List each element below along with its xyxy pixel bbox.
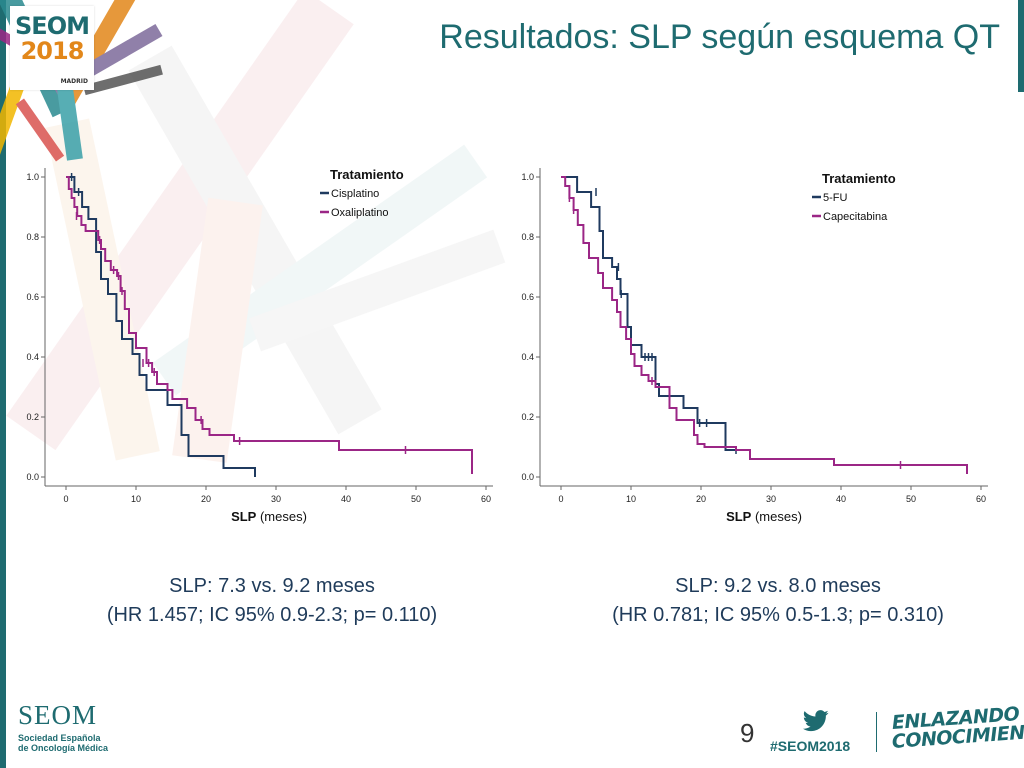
- logo-line-seom: SEOM: [15, 12, 90, 40]
- stats-right: SLP: 9.2 vs. 8.0 meses (HR 0.781; IC 95%…: [543, 572, 1013, 630]
- y-tick-label: 1.0: [26, 172, 39, 182]
- legend-label-oxaliplatino: Oxaliplatino: [331, 207, 388, 219]
- seom-society-logo: SEOM Sociedad Española de Oncología Médi…: [18, 700, 128, 756]
- stats-right-slp: SLP: 9.2 vs. 8.0 meses: [675, 575, 881, 597]
- page-number: 9: [740, 718, 755, 748]
- km-curve-cisplatino: [66, 176, 256, 477]
- seom-2018-logo: SEOM 2018 MADRID: [10, 6, 94, 90]
- stats-left-slp: SLP: 7.3 vs. 9.2 meses: [169, 575, 375, 597]
- km-chart-platino: 0.0 0.2 0.4 0.6 0.8 1.0 0 10 20 30 40 50 60 SLP (mese…: [25, 160, 495, 530]
- stats-left-hr: (HR 1.457; IC 95% 0.9-2.3; p= 0.110): [106, 604, 438, 626]
- x-tick-label: 10: [131, 494, 141, 504]
- stats-right-hr: (HR 0.781; IC 95% 0.5-1.3; p= 0.310): [612, 604, 944, 626]
- logo-line-city: MADRID: [60, 78, 88, 85]
- y-tick-label: 0.2: [26, 412, 39, 422]
- y-tick-label: 0.0: [521, 472, 534, 482]
- right-accent-bar: [1018, 0, 1024, 92]
- y-tick-label: 0.4: [26, 352, 39, 362]
- y-tick-label: 0.2: [521, 412, 534, 422]
- km-chart-platino-svg: 0.0 0.2 0.4 0.6 0.8 1.0 0 10 20 30 40 50 60 SLP (mese…: [26, 167, 493, 524]
- x-tick-label: 0: [558, 494, 563, 504]
- seom-logo-subtitle-2: de Oncología Médica: [18, 743, 109, 753]
- x-tick-label: 20: [201, 494, 211, 504]
- logo-line-year: 2018: [20, 37, 85, 65]
- y-tick-label: 0.0: [26, 472, 39, 482]
- x-axis-label: SLP (meses): [726, 509, 802, 524]
- x-tick-label: 30: [766, 494, 776, 504]
- legend-label-5-fu: 5-FU: [823, 192, 848, 204]
- event-hashtag: #SEOM2018: [770, 738, 851, 754]
- y-tick-label: 0.8: [26, 232, 39, 242]
- y-tick-label: 0.8: [521, 232, 534, 242]
- legend-title: Tratamiento: [330, 167, 404, 182]
- legend-label-cisplatino: Cisplatino: [331, 188, 379, 200]
- km-curve-5-fu: [561, 176, 736, 451]
- x-tick-label: 10: [626, 494, 636, 504]
- seom-logo-word: SEOM: [18, 700, 98, 730]
- y-tick-label: 0.6: [521, 292, 534, 302]
- decorative-background-shapes: [0, 0, 506, 463]
- y-tick-label: 0.6: [26, 292, 39, 302]
- seom-logo-subtitle-1: Sociedad Española: [18, 733, 101, 743]
- y-tick-label: 0.4: [521, 352, 534, 362]
- km-chart-fluoropirimidina: 0.0 0.2 0.4 0.6 0.8 1.0 0 10 20 30 40 50 60 SLP (mese…: [520, 160, 990, 530]
- twitter-icon: [803, 710, 829, 732]
- legend-label-capecitabina: Capecitabina: [823, 211, 888, 223]
- x-tick-label: 0: [63, 494, 68, 504]
- x-tick-label: 20: [696, 494, 706, 504]
- y-tick-label: 1.0: [521, 172, 534, 182]
- stats-left: SLP: 7.3 vs. 9.2 meses (HR 1.457; IC 95%…: [37, 572, 507, 630]
- x-tick-label: 60: [481, 494, 491, 504]
- x-tick-label: 40: [836, 494, 846, 504]
- x-tick-label: 40: [341, 494, 351, 504]
- x-tick-label: 50: [906, 494, 916, 504]
- footer-divider: [876, 712, 877, 752]
- page-title: Resultados: SLP según esquema QT: [439, 18, 1000, 56]
- km-chart-fluoropirimidina-svg: 0.0 0.2 0.4 0.6 0.8 1.0 0 10 20 30 40 50 60 SLP (mese…: [521, 168, 988, 524]
- x-tick-label: 50: [411, 494, 421, 504]
- x-tick-label: 30: [271, 494, 281, 504]
- km-curve-oxaliplatino: [66, 176, 473, 474]
- x-axis-label: SLP (meses): [231, 509, 307, 524]
- km-curve-capecitabina: [561, 176, 968, 474]
- x-tick-label: 60: [976, 494, 986, 504]
- legend-title: Tratamiento: [822, 171, 896, 186]
- left-accent-bar: [0, 0, 6, 768]
